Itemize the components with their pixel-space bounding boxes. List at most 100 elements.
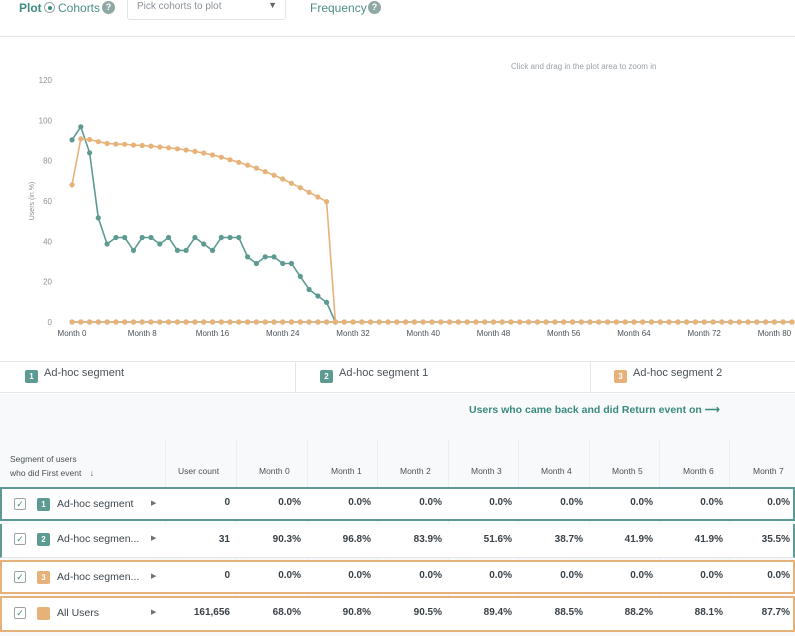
data-point[interactable] (763, 319, 769, 325)
data-point[interactable] (174, 247, 180, 253)
data-point[interactable] (148, 319, 154, 325)
data-point[interactable] (473, 319, 479, 325)
data-point[interactable] (429, 319, 435, 325)
data-point[interactable] (684, 319, 690, 325)
column-header-month-2[interactable]: Month 2 (400, 466, 431, 476)
data-point[interactable] (236, 159, 242, 165)
frequency-label[interactable]: Frequency (310, 1, 367, 15)
data-point[interactable] (209, 152, 216, 158)
data-point[interactable] (113, 234, 119, 241)
data-point[interactable] (692, 319, 699, 325)
data-point[interactable] (534, 319, 541, 325)
data-point[interactable] (87, 150, 93, 156)
data-point[interactable] (122, 141, 128, 147)
data-point[interactable] (139, 142, 145, 149)
data-point[interactable] (745, 319, 751, 325)
data-point[interactable] (69, 137, 75, 143)
data-point[interactable] (245, 162, 251, 168)
data-point[interactable] (315, 293, 321, 299)
data-point[interactable] (517, 319, 523, 325)
data-point[interactable] (297, 185, 303, 191)
data-point[interactable] (341, 319, 347, 325)
segment-name[interactable]: All Users (57, 607, 100, 619)
data-point[interactable] (192, 319, 198, 325)
data-point[interactable] (622, 319, 628, 325)
data-point[interactable] (359, 319, 365, 325)
data-point[interactable] (350, 319, 356, 325)
column-header-user-count[interactable]: User count (178, 466, 220, 476)
data-point[interactable] (113, 141, 119, 147)
series-ad-hoc-segment-1[interactable] (69, 124, 338, 325)
data-point[interactable] (578, 319, 584, 325)
data-point[interactable] (139, 234, 145, 241)
column-header-month-5[interactable]: Month 5 (612, 466, 643, 476)
data-point[interactable] (130, 142, 137, 148)
data-point[interactable] (332, 319, 338, 325)
data-point[interactable] (236, 234, 242, 241)
data-point[interactable] (280, 319, 286, 325)
data-point[interactable] (113, 319, 119, 325)
data-point[interactable] (130, 319, 137, 325)
row-checkbox[interactable]: ✓ (14, 571, 26, 583)
data-point[interactable] (376, 319, 382, 325)
data-point[interactable] (201, 241, 207, 247)
data-point[interactable] (675, 319, 681, 325)
data-point[interactable] (403, 319, 409, 325)
column-header-month-0[interactable]: Month 0 (259, 466, 290, 476)
data-point[interactable] (218, 234, 224, 241)
data-point[interactable] (297, 273, 303, 279)
expand-caret-icon[interactable]: ▶ (151, 535, 157, 542)
data-point[interactable] (657, 319, 663, 325)
table-row[interactable]: ✓ All Users ▶ (0, 596, 795, 632)
data-point[interactable] (666, 319, 672, 325)
data-point[interactable] (490, 319, 497, 325)
series-all-users[interactable] (69, 136, 338, 325)
data-point[interactable] (271, 172, 277, 178)
segment-column-header[interactable]: Segment of users who did First event ↓ (10, 452, 120, 480)
data-point[interactable] (87, 136, 93, 143)
data-point[interactable] (701, 319, 707, 325)
data-point[interactable] (95, 319, 101, 325)
series-ad-hoc-segment-2[interactable] (69, 319, 795, 325)
data-point[interactable] (727, 319, 734, 325)
data-point[interactable] (218, 154, 224, 160)
data-point[interactable] (157, 319, 163, 325)
data-point[interactable] (315, 194, 321, 200)
data-point[interactable] (508, 319, 514, 325)
data-point[interactable] (280, 176, 286, 182)
data-point[interactable] (183, 247, 189, 253)
data-point[interactable] (78, 319, 84, 325)
data-point[interactable] (288, 319, 295, 325)
data-point[interactable] (631, 319, 637, 325)
data-point[interactable] (253, 260, 259, 267)
data-point[interactable] (710, 319, 716, 325)
table-row[interactable]: ✓ 1 Ad-hoc segment ▶ (0, 487, 795, 521)
data-point[interactable] (447, 319, 453, 325)
data-point[interactable] (394, 319, 400, 325)
frequency-help-icon[interactable]: ? (368, 1, 381, 14)
column-header-month-1[interactable]: Month 1 (331, 466, 362, 476)
column-header-month-7[interactable]: Month 7 (753, 466, 784, 476)
row-checkbox[interactable]: ✓ (14, 533, 26, 545)
data-point[interactable] (297, 319, 303, 325)
data-point[interactable] (87, 319, 93, 325)
table-row[interactable]: ✓ 3 Ad-hoc segmen... ▶ (0, 560, 795, 594)
data-point[interactable] (771, 319, 778, 325)
data-point[interactable] (201, 319, 207, 325)
data-point[interactable] (754, 319, 760, 325)
data-point[interactable] (736, 319, 742, 325)
data-point[interactable] (271, 254, 277, 260)
data-point[interactable] (95, 139, 101, 145)
data-point[interactable] (201, 150, 207, 156)
data-point[interactable] (288, 260, 295, 267)
retention-chart[interactable]: 0 20 40 60 80 100 120 Users (in %) Month 0 Month … (0, 36, 795, 360)
data-point[interactable] (166, 145, 172, 151)
data-point[interactable] (148, 234, 154, 241)
data-point[interactable] (640, 319, 646, 325)
data-point[interactable] (526, 319, 532, 325)
data-point[interactable] (605, 319, 611, 325)
cohorts-label[interactable]: Cohorts (58, 1, 101, 15)
segment-name[interactable]: Ad-hoc segmen... (57, 571, 140, 583)
data-point[interactable] (561, 319, 567, 325)
data-point[interactable] (122, 234, 128, 241)
